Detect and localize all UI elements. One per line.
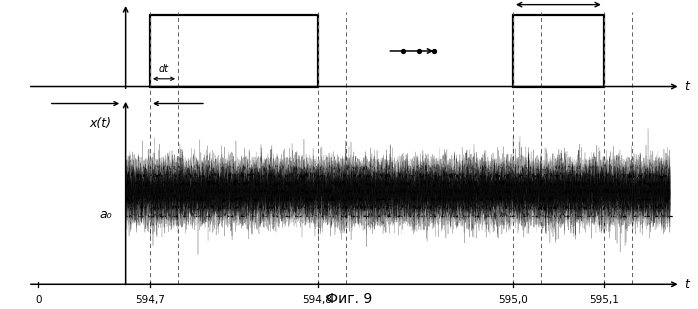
Text: t: t — [684, 80, 689, 93]
Text: 594,7: 594,7 — [135, 295, 165, 305]
Text: 595,0: 595,0 — [498, 295, 528, 305]
Text: 595,1: 595,1 — [589, 295, 618, 305]
Text: t: t — [684, 278, 689, 291]
Text: dt: dt — [159, 64, 169, 74]
Text: Фиг. 9: Фиг. 9 — [326, 292, 372, 306]
Text: a₀: a₀ — [99, 208, 112, 221]
Text: x(t): x(t) — [89, 117, 112, 130]
Text: 0: 0 — [35, 295, 42, 305]
Text: 594,8: 594,8 — [303, 295, 332, 305]
